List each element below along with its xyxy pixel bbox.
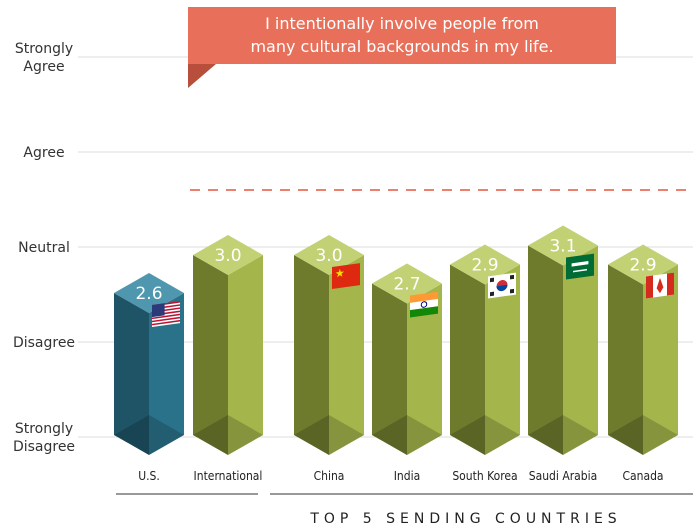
x-tick-label: China bbox=[314, 469, 345, 483]
x-tick-label: International bbox=[194, 469, 263, 483]
group-label: TOP 5 SENDING COUNTRIES bbox=[309, 511, 621, 527]
y-tick-label: Strongly bbox=[15, 421, 73, 437]
bars: 2.63.0 3.0★2.72.93.12.9 bbox=[114, 225, 678, 455]
callout-fold bbox=[188, 64, 216, 88]
us-flag bbox=[152, 301, 180, 328]
x-tick-label: Canada bbox=[622, 469, 663, 483]
value-label: 2.9 bbox=[471, 256, 498, 276]
value-label: 3.0 bbox=[315, 246, 342, 266]
x-tick-label: South Korea bbox=[452, 469, 517, 483]
y-tick-label: Agree bbox=[23, 59, 64, 75]
callout-title-line-2: many cultural backgrounds in my life. bbox=[250, 37, 553, 56]
y-tick-label: Neutral bbox=[18, 240, 70, 256]
svg-text:★: ★ bbox=[335, 266, 345, 280]
bar-saudi-arabia: 3.1 bbox=[528, 225, 598, 455]
y-tick-label: Disagree bbox=[13, 439, 75, 455]
saudi-arabia-flag bbox=[566, 253, 594, 280]
bar-india: 2.7 bbox=[372, 263, 442, 455]
callout-title-line-1: I intentionally involve people from bbox=[265, 14, 539, 33]
south-korea-flag bbox=[488, 272, 516, 299]
value-label: 2.9 bbox=[629, 256, 656, 276]
y-axis-labels: Strongly Disagree Disagree Neutral Agree Stro… bbox=[13, 41, 75, 455]
bar-u-s: 2.6 bbox=[114, 273, 184, 455]
bar-china: 3.0★ bbox=[294, 235, 364, 455]
y-tick-label: Strongly bbox=[15, 41, 73, 57]
y-tick-label: Disagree bbox=[13, 335, 75, 351]
value-label: 2.6 bbox=[135, 284, 162, 304]
bar-south-korea: 2.9 bbox=[450, 244, 520, 455]
value-label: 3.0 bbox=[214, 246, 241, 266]
x-tick-label: India bbox=[394, 469, 421, 483]
callout-box bbox=[188, 7, 616, 64]
x-axis-labels: U.S. International China India South Korea Sa… bbox=[138, 469, 663, 483]
china-flag: ★ bbox=[332, 263, 360, 289]
value-label: 2.7 bbox=[393, 275, 420, 295]
title-callout: I intentionally involve people from many… bbox=[188, 7, 616, 88]
bar-canada: 2.9 bbox=[608, 244, 678, 455]
canada-flag bbox=[646, 272, 674, 299]
x-tick-label: U.S. bbox=[138, 469, 160, 483]
bar-international: 3.0 bbox=[193, 235, 263, 455]
y-tick-label: Agree bbox=[23, 145, 64, 161]
india-flag bbox=[410, 291, 438, 318]
value-label: 3.1 bbox=[549, 237, 576, 257]
x-tick-label: Saudi Arabia bbox=[529, 469, 598, 483]
